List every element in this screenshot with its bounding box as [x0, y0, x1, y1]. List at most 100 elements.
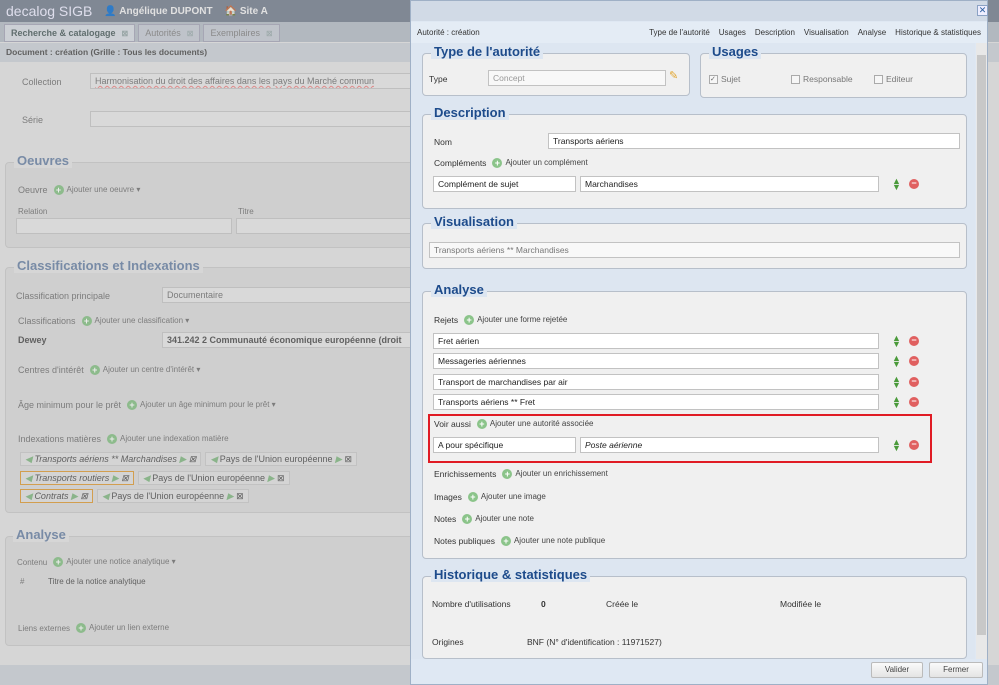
- tag-label: Contrats: [34, 491, 69, 501]
- type-input[interactable]: Concept: [488, 70, 666, 86]
- index-tag[interactable]: ◀ Contrats ▶ ⊠: [20, 489, 93, 503]
- add-voir-aussi-label: Ajouter une autorité associée: [489, 419, 594, 429]
- site-label: Site A: [239, 5, 268, 17]
- rejet-input[interactable]: Transport de marchandises par air: [433, 374, 879, 390]
- add-age-button[interactable]: + Ajouter un âge minimum pour le prêt ▾: [127, 400, 276, 410]
- plus-icon: +: [476, 419, 487, 429]
- usage-sujet-checkbox[interactable]: ✓ Sujet: [709, 74, 740, 85]
- index-tag[interactable]: ◀ Transports aériens ** Marchandises ▶ ⊠: [20, 452, 202, 466]
- close-icon[interactable]: ✕: [977, 5, 988, 16]
- tab-label: Recherche & catalogage: [11, 28, 116, 38]
- move-up-down-icon[interactable]: ▲ ▼: [892, 333, 901, 349]
- voir-aussi-label: Voir aussi: [434, 419, 471, 429]
- nom-input[interactable]: Transports aériens: [548, 133, 960, 149]
- close-tab-icon[interactable]: ⊠: [121, 29, 129, 38]
- add-centre-label: Ajouter un centre d'intérêt: [102, 365, 195, 375]
- add-enrichissement-button[interactable]: + Ajouter un enrichissement: [502, 469, 608, 479]
- move-up-down-icon[interactable]: ▲ ▼: [892, 176, 901, 192]
- move-up-down-icon[interactable]: ▲ ▼: [892, 374, 901, 390]
- add-enrichissement-label: Ajouter un enrichissement: [515, 469, 608, 479]
- index-tag[interactable]: ◀ Pays de l'Union européenne ▶ ⊠: [205, 452, 358, 466]
- nav-historique[interactable]: Historique & statistiques: [895, 28, 981, 37]
- add-oeuvre-button[interactable]: + Ajouter une oeuvre ▾: [53, 185, 140, 195]
- user-name[interactable]: 👤 Angélique DUPONT: [104, 5, 213, 17]
- add-index-label: Ajouter une indexation matière: [120, 434, 229, 444]
- add-complement-button[interactable]: + Ajouter un complément: [492, 158, 588, 168]
- origines-label: Origines: [432, 637, 464, 647]
- usage-label: Editeur: [886, 74, 913, 84]
- close-tab-icon[interactable]: ⊠: [186, 29, 194, 38]
- remove-icon[interactable]: −: [909, 377, 919, 387]
- add-image-button[interactable]: + Ajouter une image: [467, 492, 546, 502]
- rejet-input[interactable]: Fret aérien: [433, 333, 879, 349]
- nav-type[interactable]: Type de l'autorité: [649, 28, 710, 37]
- add-notice-button[interactable]: + Ajouter une notice analytique ▾: [53, 557, 176, 567]
- index-tag[interactable]: ◀ Pays de l'Union européenne ▶ ⊠: [137, 471, 290, 485]
- tab-autorites[interactable]: Autorités ⊠: [138, 24, 201, 42]
- add-note-publique-button[interactable]: + Ajouter une note publique: [500, 536, 605, 546]
- dewey-label: Dewey: [18, 335, 47, 345]
- checkbox-checked-icon: ✓: [709, 75, 718, 85]
- plus-icon: +: [492, 158, 503, 168]
- add-oeuvre-label: Ajouter une oeuvre: [66, 185, 135, 195]
- complement-type-select[interactable]: Complément de sujet: [433, 176, 576, 192]
- analyse-legend: Analyse: [431, 282, 487, 297]
- index-row: ◀ Transports routiers ▶ ⊠ ◀ Pays de l'Un…: [20, 471, 290, 485]
- index-tag[interactable]: ◀ Transports routiers ▶ ⊠: [20, 471, 134, 485]
- close-tab-icon[interactable]: ⊠: [266, 29, 273, 38]
- nav-description[interactable]: Description: [754, 28, 795, 37]
- nav-visualisation[interactable]: Visualisation: [803, 28, 849, 37]
- usages-legend: Usages: [709, 44, 762, 59]
- add-rejet-button[interactable]: + Ajouter une forme rejetée: [464, 315, 567, 325]
- rejet-input[interactable]: Transports aériens ** Fret: [433, 394, 879, 410]
- authority-modal: ✕ Autorité : création Type de l'autorité…: [410, 0, 988, 685]
- tab-exemplaires[interactable]: Exemplaires ⊠: [203, 24, 280, 42]
- move-up-down-icon[interactable]: ▲ ▼: [892, 437, 901, 453]
- add-centre-button[interactable]: + Ajouter un centre d'intérêt ▾: [89, 365, 200, 375]
- historique-legend: Historique & statistiques: [431, 567, 591, 582]
- add-voir-aussi-button[interactable]: + Ajouter une autorité associée: [476, 419, 594, 429]
- origines-value: BNF (N° d'identification : 11971527): [527, 637, 662, 647]
- add-index-button[interactable]: + Ajouter une indexation matière: [107, 434, 229, 444]
- scrollbar[interactable]: [976, 43, 987, 659]
- index-label: Indexations matières: [18, 434, 102, 444]
- add-notice-label: Ajouter une notice analytique: [66, 557, 170, 567]
- remove-icon[interactable]: −: [909, 336, 919, 346]
- site-name[interactable]: 🏠 Site A: [224, 5, 268, 17]
- images-label: Images: [434, 492, 462, 502]
- plus-icon: +: [464, 315, 475, 325]
- pencil-icon[interactable]: ✎: [669, 70, 679, 82]
- add-lien-button[interactable]: + Ajouter un lien externe: [76, 623, 169, 633]
- voir-aussi-type-select[interactable]: A pour spécifique: [433, 437, 576, 453]
- index-row: ◀ Contrats ▶ ⊠ ◀ Pays de l'Union europée…: [20, 489, 249, 503]
- nav-usages[interactable]: Usages: [718, 28, 746, 37]
- oeuvre-label: Oeuvre: [18, 185, 48, 195]
- usage-label: Responsable: [803, 74, 853, 84]
- fermer-button[interactable]: Fermer: [929, 662, 983, 678]
- add-note-button[interactable]: + Ajouter une note: [462, 514, 534, 524]
- serie-label: Série: [22, 115, 44, 125]
- checkbox-icon: [874, 75, 883, 85]
- type-legend: Type de l'autorité: [431, 44, 544, 59]
- usage-responsable-checkbox[interactable]: Responsable: [791, 74, 853, 85]
- notes-publiques-label: Notes publiques: [434, 536, 495, 546]
- valider-button[interactable]: Valider: [871, 662, 923, 678]
- nav-analyse[interactable]: Analyse: [857, 28, 887, 37]
- remove-icon[interactable]: −: [909, 179, 919, 189]
- modifiee-label: Modifiée le: [780, 599, 822, 609]
- voir-aussi-value-input[interactable]: Poste aérienne: [580, 437, 879, 453]
- move-up-down-icon[interactable]: ▲ ▼: [892, 353, 901, 369]
- complement-value-input[interactable]: Marchandises: [580, 176, 879, 192]
- rejet-input[interactable]: Messageries aériennes: [433, 353, 879, 369]
- usage-editeur-checkbox[interactable]: Editeur: [874, 74, 913, 85]
- move-up-down-icon[interactable]: ▲ ▼: [892, 394, 901, 410]
- relation-input[interactable]: [16, 218, 232, 234]
- remove-icon[interactable]: −: [909, 356, 919, 366]
- tab-recherche[interactable]: Recherche & catalogage ⊠: [4, 24, 136, 42]
- scrollbar-thumb[interactable]: [977, 55, 986, 635]
- remove-icon[interactable]: −: [909, 397, 919, 407]
- remove-icon[interactable]: −: [909, 440, 919, 450]
- index-tag[interactable]: ◀ Pays de l'Union européenne ▶ ⊠: [96, 489, 249, 503]
- dewey-input[interactable]: 341.242 2 Communauté économique européen…: [162, 332, 422, 348]
- add-classification-button[interactable]: + Ajouter une classification ▾: [81, 316, 189, 326]
